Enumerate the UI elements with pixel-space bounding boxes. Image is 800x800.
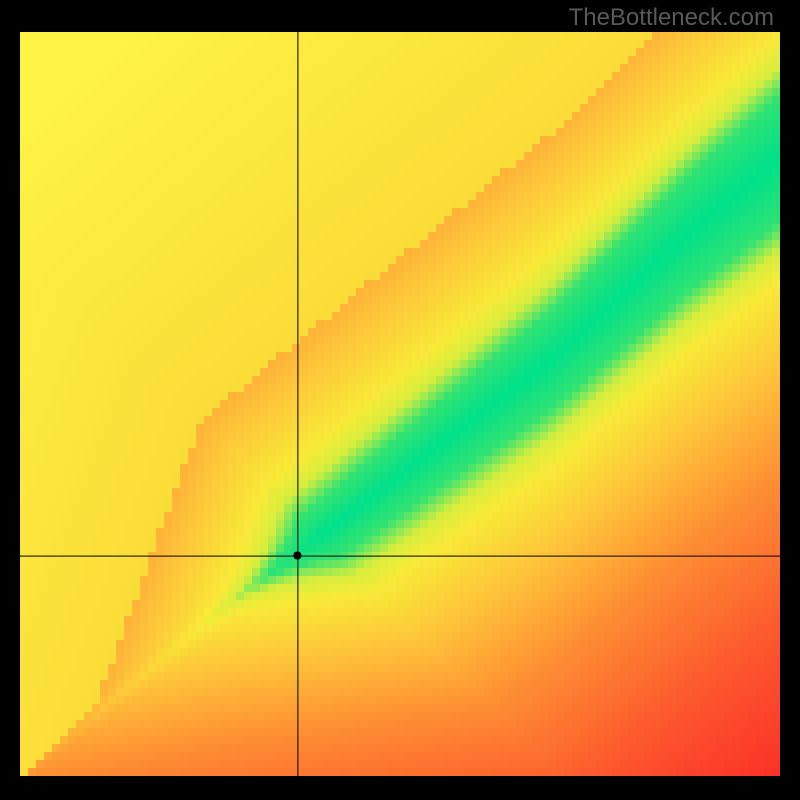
watermark-text: TheBottleneck.com xyxy=(569,4,774,32)
chart-container: TheBottleneck.com xyxy=(0,0,800,800)
heatmap-canvas xyxy=(0,0,800,800)
